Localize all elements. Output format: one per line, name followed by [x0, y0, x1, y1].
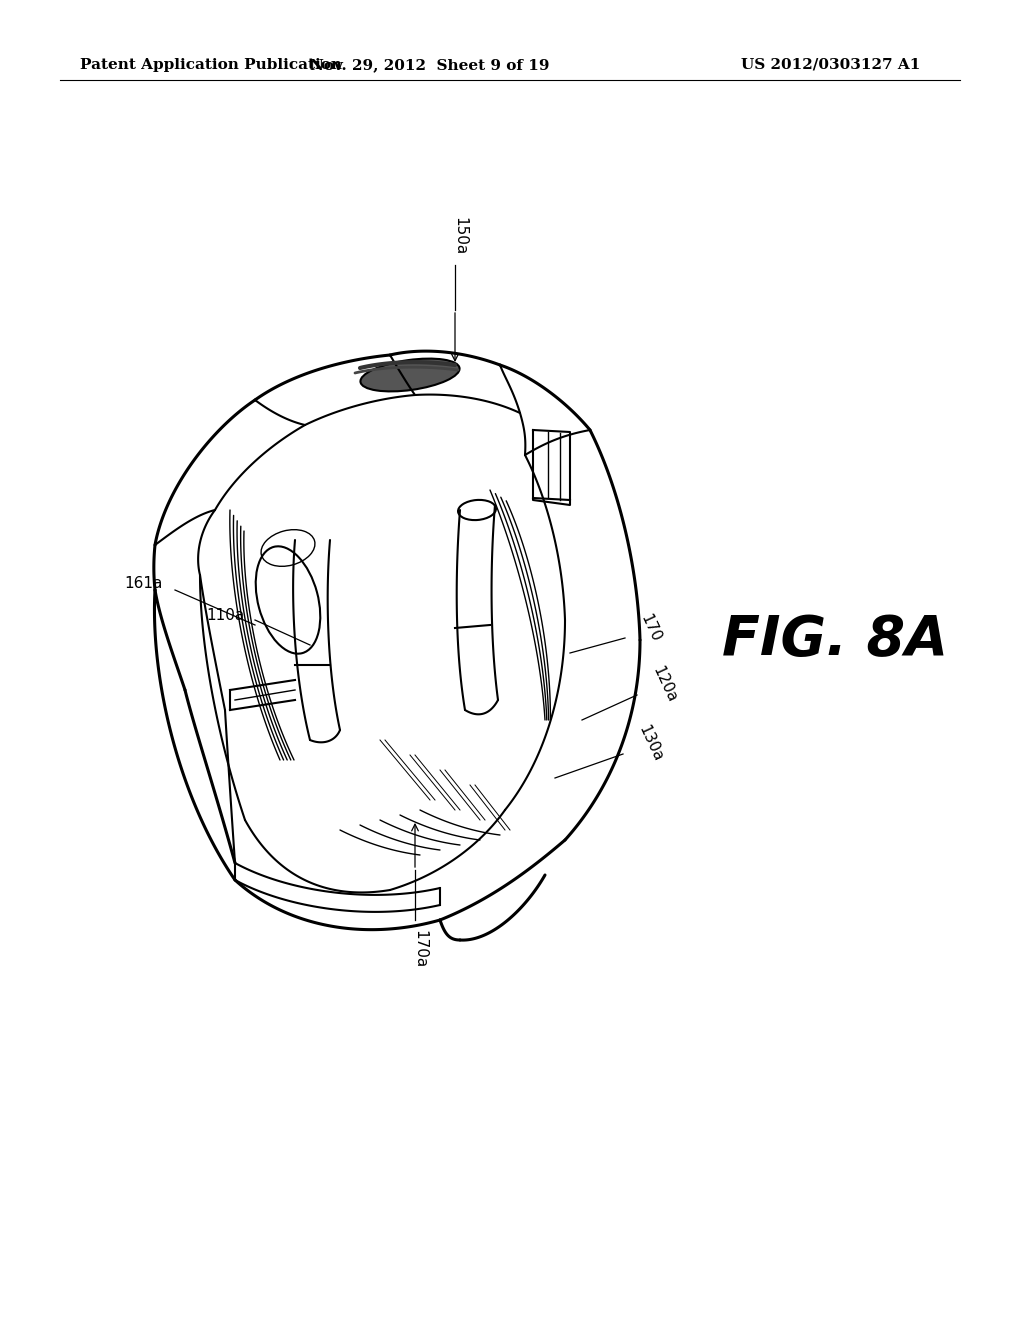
- Text: 170a: 170a: [413, 931, 427, 969]
- Text: 130a: 130a: [636, 722, 666, 763]
- Ellipse shape: [360, 359, 460, 392]
- Text: Patent Application Publication: Patent Application Publication: [80, 58, 342, 73]
- Text: 161a: 161a: [125, 577, 163, 591]
- Text: US 2012/0303127 A1: US 2012/0303127 A1: [740, 58, 920, 73]
- Text: Nov. 29, 2012  Sheet 9 of 19: Nov. 29, 2012 Sheet 9 of 19: [310, 58, 550, 73]
- Text: 120a: 120a: [650, 664, 680, 705]
- Text: 150a: 150a: [453, 216, 468, 255]
- Text: FIG. 8A: FIG. 8A: [722, 612, 948, 667]
- Text: 110a: 110a: [207, 609, 245, 623]
- Text: 170: 170: [638, 611, 664, 644]
